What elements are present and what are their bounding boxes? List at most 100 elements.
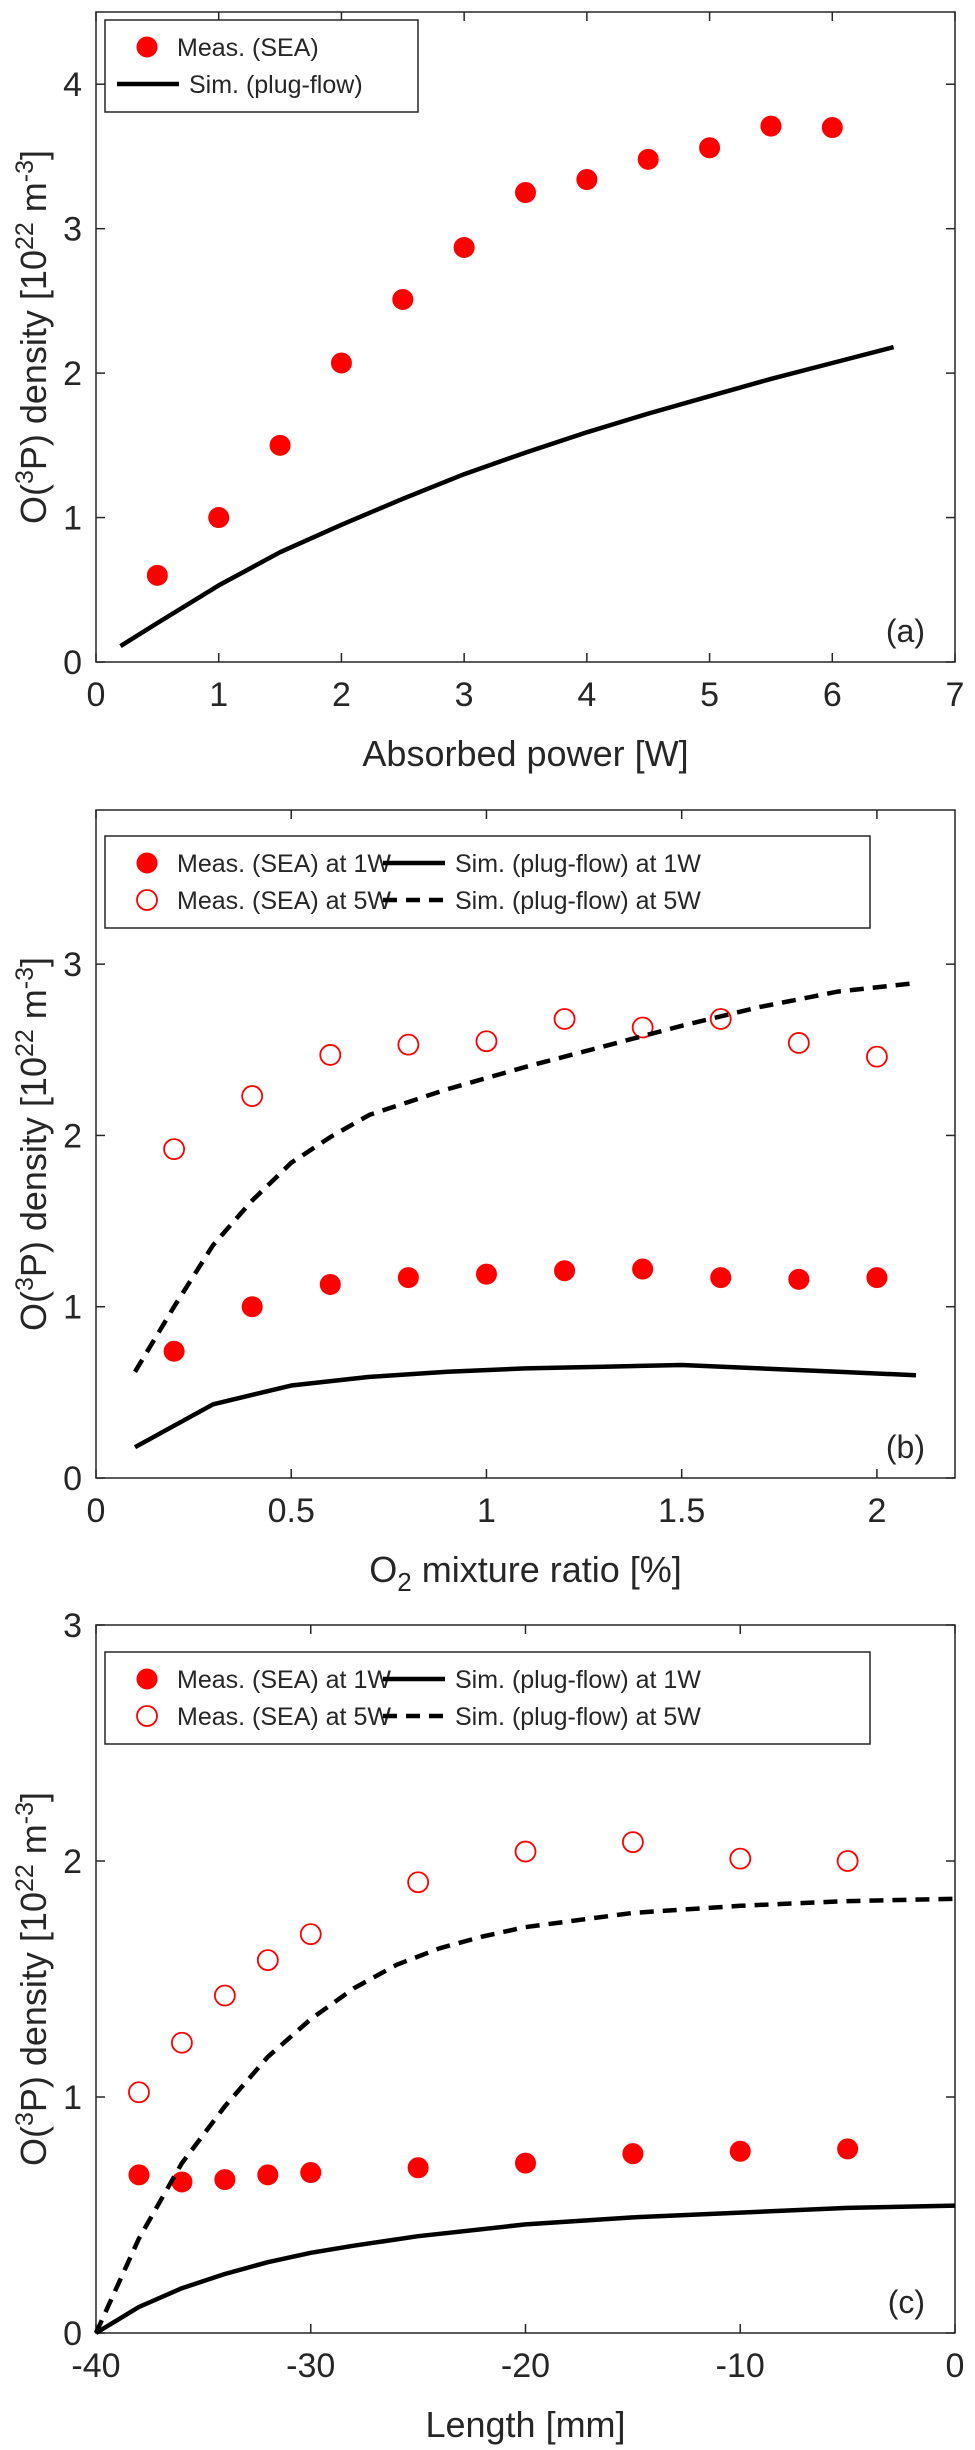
legend-entry: Meas. (SEA) at 5W — [136, 887, 391, 915]
data-point — [299, 1923, 322, 1946]
data-point — [836, 1850, 859, 1872]
series-marker-open — [128, 1831, 859, 2104]
data-point — [241, 1085, 264, 1107]
data-point — [407, 2157, 429, 2179]
series-line — [133, 1362, 917, 1450]
y-tick-label: 2 — [63, 1117, 82, 1155]
series-marker-open — [163, 1008, 888, 1161]
data-point — [710, 1267, 732, 1289]
data-point — [729, 2140, 751, 2162]
legend-marker-swatch — [136, 1705, 158, 1727]
x-axis-label: Length [mm] — [425, 2404, 625, 2445]
y-label-superscript: -3 — [11, 1802, 39, 1824]
x-tick-label: -10 — [716, 2347, 765, 2385]
data-point — [760, 115, 782, 137]
x-tick-label: -20 — [501, 2347, 550, 2385]
y-tick-label: 2 — [63, 1843, 82, 1881]
x-tick-label: 4 — [577, 676, 596, 714]
x-label-part: O — [369, 1549, 397, 1590]
y-label-superscript: 22 — [11, 1864, 39, 1892]
x-tick-label: -30 — [286, 2347, 335, 2385]
series-marker-filled — [146, 115, 843, 586]
legend: Meas. (SEA) at 1W Sim. (plug-flow) at 1W M… — [104, 835, 871, 929]
legend-entry: Meas. (SEA) — [136, 34, 319, 62]
x-tick-label: 1.5 — [658, 1492, 705, 1530]
legend-marker-swatch — [136, 852, 158, 874]
series-line-solid — [133, 1362, 917, 1450]
y-label-superscript: -3 — [11, 967, 39, 989]
axes-box — [95, 809, 956, 1479]
legend-label: Sim. (plug-flow) at 5W — [455, 887, 701, 915]
panel-label: (b) — [886, 1429, 925, 1465]
axes-box — [95, 11, 956, 663]
series-line — [133, 980, 917, 1373]
y-label-superscript: 22 — [11, 1029, 39, 1057]
data-point — [256, 1949, 279, 1972]
data-point — [709, 1008, 732, 1030]
series-line — [119, 344, 895, 649]
legend-label: Sim. (plug-flow) at 5W — [455, 1703, 701, 1731]
data-point — [514, 1840, 537, 1863]
legend-entry: Sim. (plug-flow) at 1W — [383, 1666, 701, 1694]
data-point — [515, 182, 536, 204]
x-axis-label: Absorbed power [W] — [362, 733, 688, 774]
panel-label: (a) — [886, 613, 925, 649]
y-tick-label: 0 — [63, 2315, 82, 2353]
y-tick-label: 2 — [63, 355, 82, 393]
x-tick-label: 7 — [946, 676, 965, 714]
y-label-part: m — [13, 1824, 54, 1864]
data-point — [269, 434, 291, 456]
y-tick-label: 1 — [63, 500, 82, 538]
data-point — [554, 1260, 576, 1282]
x-tick-label: 0.5 — [268, 1492, 315, 1530]
series-line-dashed — [133, 980, 917, 1373]
legend-label: Meas. (SEA) at 5W — [177, 887, 391, 915]
x-axis-label: O2 mixture ratio [%] — [369, 1549, 682, 1597]
data-point — [128, 2081, 150, 2104]
series-marker-filled — [163, 1258, 888, 1362]
data-point — [146, 564, 168, 586]
data-point — [319, 1044, 342, 1066]
y-label-part: P) density [10 — [13, 1892, 54, 2112]
data-point — [453, 236, 475, 258]
data-point — [699, 137, 721, 159]
y-tick-label: 4 — [63, 66, 82, 104]
data-point — [622, 2143, 644, 2165]
x-tick-label: 6 — [823, 676, 842, 714]
legend-marker-swatch — [136, 36, 158, 58]
y-label-part: m — [13, 989, 54, 1029]
y-label-part: O( — [13, 2126, 54, 2166]
x-tick-label: 0 — [87, 1492, 106, 1530]
legend-entry: Sim. (plug-flow) at 1W — [383, 850, 701, 878]
y-tick-label: 3 — [63, 1607, 82, 1645]
y-label-superscript: 3 — [11, 2112, 39, 2126]
data-point — [637, 148, 659, 170]
x-tick-label: 3 — [455, 676, 474, 714]
legend: Meas. (SEA) Sim. (plug-flow) — [104, 19, 419, 113]
legend-box — [104, 1651, 871, 1745]
y-axis-label: O(3P) density [1022 m-3] — [11, 1792, 54, 2166]
data-point — [866, 1045, 888, 1068]
data-point — [300, 2162, 322, 2184]
data-point — [407, 1871, 430, 1894]
y-label-part: O( — [13, 1291, 54, 1331]
data-point — [576, 169, 598, 191]
y-label-part: ] — [13, 1792, 54, 1802]
y-label-superscript: 3 — [11, 470, 39, 484]
legend-label: Meas. (SEA) at 1W — [177, 1666, 391, 1694]
x-tick-label: 1 — [477, 1492, 496, 1530]
panel-label: (c) — [888, 2284, 925, 2320]
series-line-solid — [94, 2203, 956, 2335]
data-point — [171, 2171, 193, 2193]
y-label-part: P) density [10 — [13, 1057, 54, 1277]
data-point — [553, 1008, 576, 1030]
y-label-superscript: -3 — [11, 160, 39, 182]
y-label-part: ] — [13, 150, 54, 160]
data-point — [397, 1267, 419, 1289]
data-point — [621, 1831, 644, 1854]
y-tick-label: 0 — [63, 1460, 82, 1498]
legend-entry: Sim. (plug-flow) — [117, 71, 363, 99]
